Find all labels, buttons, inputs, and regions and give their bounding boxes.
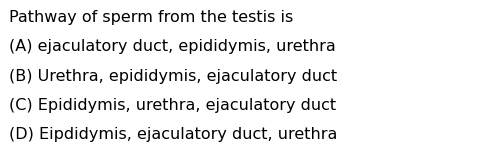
Text: (D) Eipdidymis, ejaculatory duct, urethra: (D) Eipdidymis, ejaculatory duct, urethr… xyxy=(9,127,337,142)
Text: Pathway of sperm from the testis is: Pathway of sperm from the testis is xyxy=(9,10,292,25)
Text: (C) Epididymis, urethra, ejaculatory duct: (C) Epididymis, urethra, ejaculatory duc… xyxy=(9,98,335,113)
Text: (B) Urethra, epididymis, ejaculatory duct: (B) Urethra, epididymis, ejaculatory duc… xyxy=(9,69,336,84)
Text: (A) ejaculatory duct, epididymis, urethra: (A) ejaculatory duct, epididymis, urethr… xyxy=(9,39,335,54)
